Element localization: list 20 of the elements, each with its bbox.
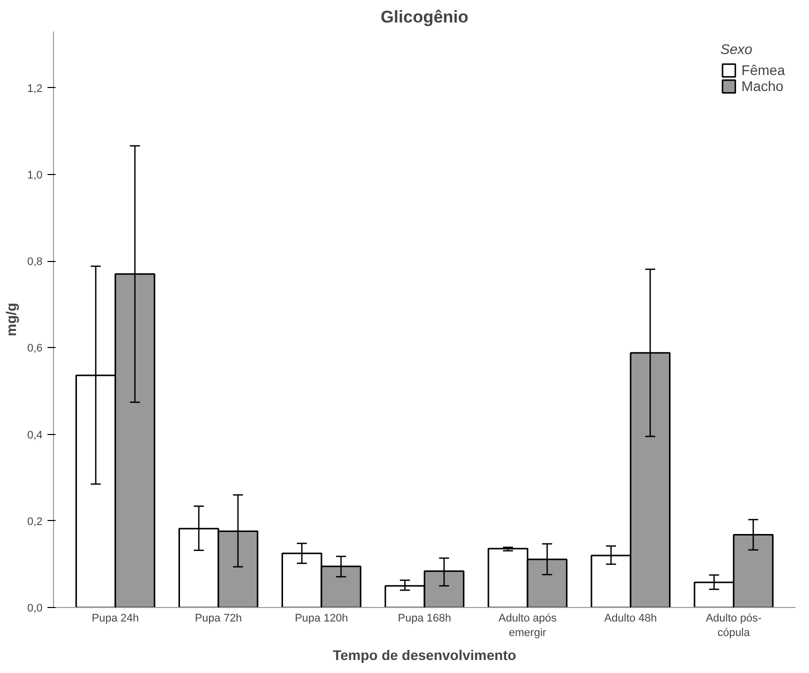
x-tick-label: Pupa 72h bbox=[194, 612, 242, 624]
x-tick-label: Adulto 48h bbox=[604, 612, 657, 624]
x-tick-label: Pupa 24h bbox=[92, 612, 139, 624]
x-tick-label: Pupa 168h bbox=[398, 612, 452, 624]
legend-title: Sexo bbox=[720, 41, 754, 57]
x-tick-label: Adulto pós-cópula bbox=[706, 612, 762, 639]
legend-label: Macho bbox=[741, 78, 784, 94]
y-axis-title: mg/g bbox=[3, 302, 20, 336]
y-tick-label: 0,6 bbox=[27, 342, 43, 355]
y-tick-label: 0,8 bbox=[27, 256, 43, 268]
x-axis-title: Tempo de desenvolvimento bbox=[332, 646, 516, 663]
x-tick-label: Adulto após emergir bbox=[498, 612, 558, 639]
legend-label: Fêmea bbox=[741, 62, 785, 78]
y-tick-label: 0,4 bbox=[27, 429, 43, 442]
y-tick-label: 1,0 bbox=[27, 169, 43, 182]
y-tick-label: 0,2 bbox=[27, 516, 43, 528]
x-tick-label: Pupa 120h bbox=[294, 612, 348, 624]
y-tick-label: 0,0 bbox=[27, 602, 43, 614]
chart-title: Glicogênio bbox=[380, 8, 468, 26]
y-tick-label: 1,2 bbox=[27, 82, 43, 95]
